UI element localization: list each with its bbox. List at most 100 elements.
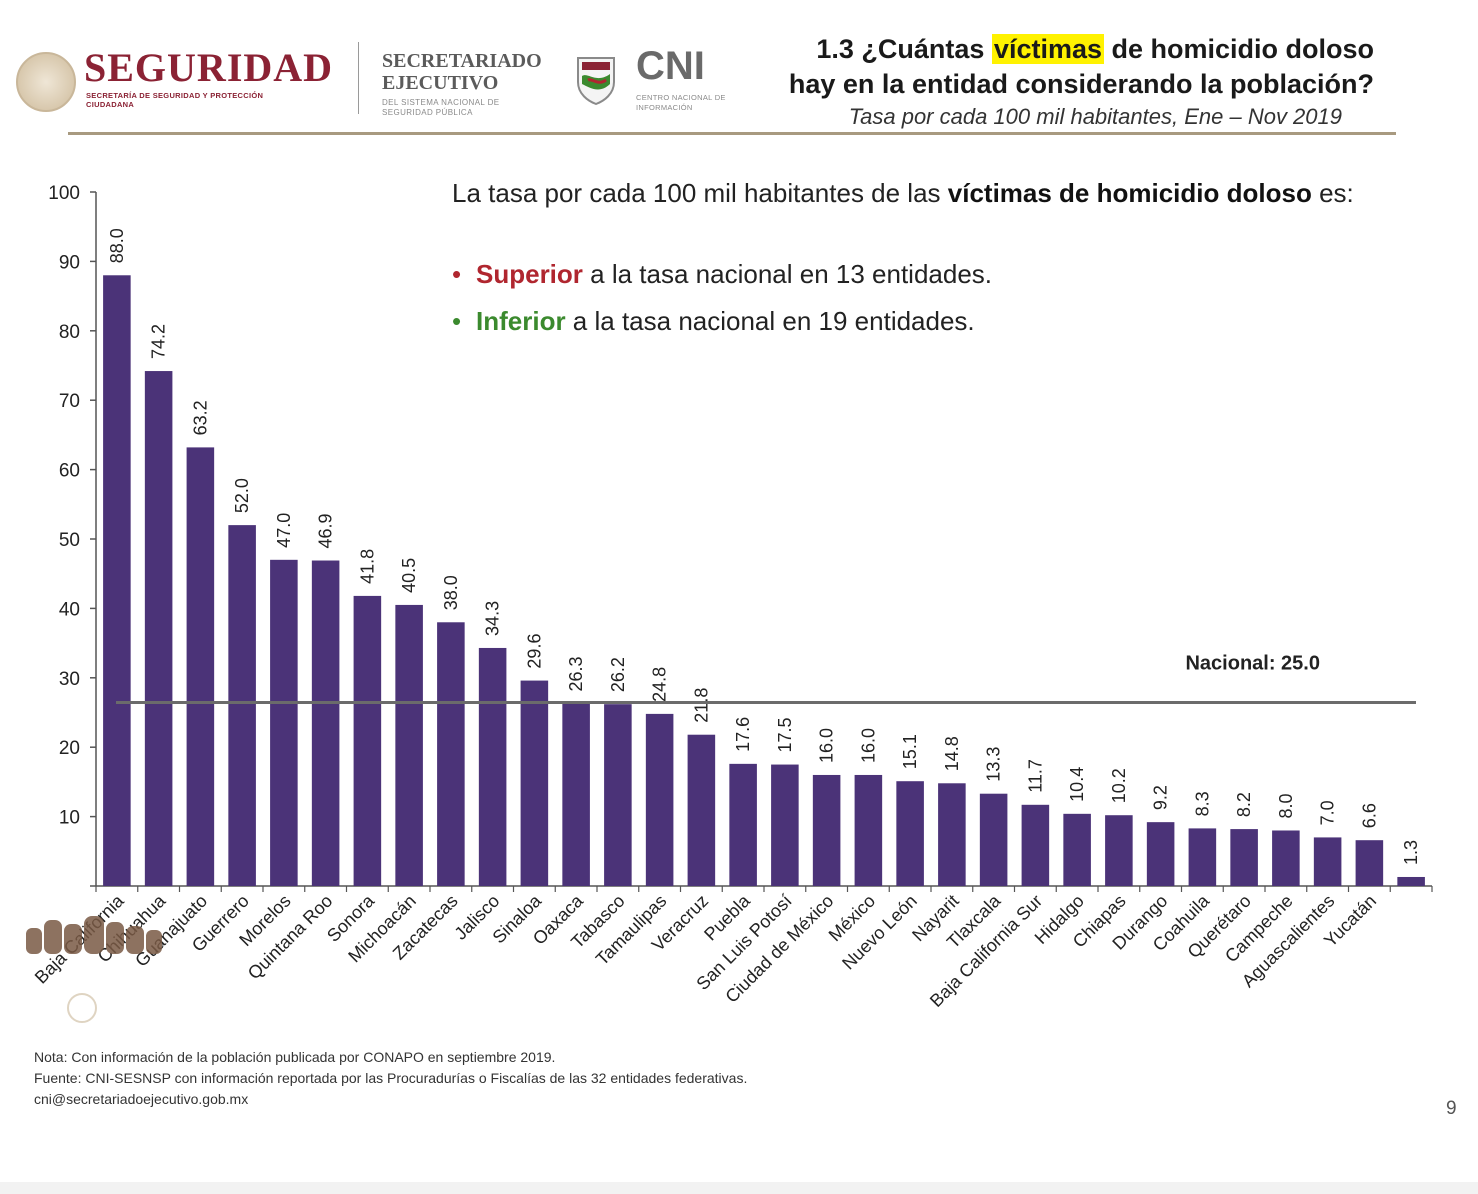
bar-value-label: 38.0: [441, 575, 461, 610]
bar-1: [103, 275, 131, 886]
bar-25: [1105, 815, 1133, 886]
footer-fuente: Fuente: CNI-SESNSP con información repor…: [34, 1070, 748, 1086]
bar-23: [1021, 804, 1050, 886]
bar-11: [520, 680, 549, 886]
logo-divider: [358, 42, 359, 114]
bar-value-label: 26.2: [608, 657, 628, 692]
bar-value-label: 10.2: [1109, 768, 1129, 803]
bar-value-label: 13.3: [984, 747, 1004, 782]
callout-intro-text: La tasa por cada 100 mil habitantes de l…: [452, 178, 948, 208]
logo-secretariado: SECRETARIADO EJECUTIVO: [382, 50, 582, 94]
logo-secretariado-line2: EJECUTIVO: [382, 72, 499, 94]
bar-value-label: 40.5: [399, 558, 419, 593]
slide-header: SEGURIDAD SECRETARÍA DE SEGURIDAD Y PROT…: [0, 0, 1478, 140]
bar-17: [771, 764, 799, 886]
bar-value-label: 41.8: [357, 549, 377, 584]
bar-22: [979, 793, 1008, 886]
bar-6: [311, 560, 340, 886]
bullet-superior: • Superior a la tasa nacional en 13 entid…: [452, 259, 992, 290]
bar-3: [186, 447, 215, 886]
bar-29: [1272, 830, 1300, 886]
y-tick-label: 30: [59, 669, 80, 690]
bar-9: [437, 622, 465, 886]
bar-27: [1188, 828, 1217, 886]
bar-24: [1063, 813, 1091, 886]
bar-16: [729, 763, 757, 886]
y-tick-label: 70: [59, 391, 80, 412]
title-highlight: víctimas: [991, 34, 1104, 64]
bar-value-label: 15.1: [900, 734, 920, 769]
title-suffix: de homicidio doloso: [1104, 34, 1375, 64]
callout-intro-end: es:: [1311, 178, 1354, 208]
bullet-inferior-word: Inferior: [476, 306, 566, 336]
bullet-inferior-text: a la tasa nacional en 19 entidades.: [565, 306, 975, 336]
bar-value-label: 11.7: [1025, 759, 1045, 793]
bar-value-label: 1.3: [1401, 840, 1421, 865]
y-tick-label: 90: [59, 252, 80, 273]
bullet-dot-icon: •: [452, 259, 462, 289]
bar-26: [1146, 822, 1175, 886]
bullet-dot-icon: •: [452, 306, 462, 336]
bar-2: [144, 371, 173, 886]
y-tick-label: 10: [59, 808, 80, 829]
footer-notes: Nota: Con información de la población pu…: [34, 1047, 1034, 1110]
shield-icon: [577, 57, 615, 106]
bar-7: [353, 595, 382, 886]
bullet-inferior: • Inferior a la tasa nacional en 19 entid…: [452, 306, 975, 337]
bar-value-label: 17.6: [733, 717, 753, 752]
bar-13: [604, 704, 632, 886]
bar-value-label: 34.3: [483, 601, 503, 636]
slide-title-line1: 1.3 ¿Cuántas víctimas de homicidio dolos…: [816, 34, 1374, 65]
logo-seguridad-subtitle: SECRETARÍA DE SEGURIDAD Y PROTECCIÓN CIU…: [86, 91, 264, 109]
bar-value-label: 9.2: [1151, 785, 1171, 810]
bar-value-label: 8.2: [1234, 792, 1254, 817]
bar-31: [1355, 840, 1384, 886]
title-prefix: 1.3 ¿Cuántas: [816, 34, 992, 64]
footer-email: cni@secretariadoejecutivo.gob.mx: [34, 1091, 249, 1107]
y-tick-label: 20: [59, 738, 80, 759]
bottom-band: [0, 1182, 1478, 1194]
nacional-label: Nacional: 25.0: [1185, 653, 1320, 675]
logo-secretariado-subtitle: DEL SISTEMA NACIONAL DE SEGURIDAD PÚBLIC…: [382, 98, 500, 117]
logo-seguridad: SEGURIDAD: [84, 45, 334, 90]
bar-10: [478, 647, 507, 886]
bar-value-label: 14.8: [942, 736, 962, 771]
y-tick-label: 50: [59, 530, 80, 551]
callout-intro: La tasa por cada 100 mil habitantes de l…: [452, 176, 1387, 210]
bar-value-label: 52.0: [232, 478, 252, 513]
bar-12: [562, 703, 590, 886]
bar-value-label: 16.0: [858, 728, 878, 763]
bar-value-label: 26.3: [566, 656, 586, 691]
bar-value-label: 29.6: [524, 634, 544, 669]
bar-value-label: 74.2: [149, 324, 169, 359]
bar-value-label: 8.0: [1276, 793, 1296, 818]
y-tick-label: 100: [48, 183, 80, 204]
bar-value-label: 6.6: [1359, 803, 1379, 828]
bar-32: [1397, 876, 1425, 886]
slide-title-line2: hay en la entidad considerando la poblac…: [788, 69, 1374, 99]
bullet-superior-word: Superior: [476, 259, 583, 289]
footer-nota: Nota: Con información de la población pu…: [34, 1049, 556, 1065]
page-number: 9: [1446, 1098, 1457, 1119]
bar-value-label: 24.8: [650, 667, 670, 702]
bar-value-label: 21.8: [691, 688, 711, 723]
bar-value-label: 16.0: [817, 728, 837, 763]
logo-cni: CNI: [636, 44, 705, 88]
y-tick-label: 40: [59, 599, 80, 620]
heroes-watermark-icon: [26, 916, 162, 1023]
bar-19: [854, 774, 883, 886]
callout-intro-bold: víctimas de homicidio doloso: [947, 178, 1312, 208]
bar-value-label: 47.0: [274, 513, 294, 548]
bar-15: [687, 734, 716, 886]
y-tick-label: 80: [59, 322, 80, 343]
bar-14: [645, 713, 674, 886]
slide-subtitle: Tasa por cada 100 mil habitantes, Ene – …: [848, 104, 1342, 129]
bar-value-label: 10.4: [1067, 767, 1087, 802]
bar-20: [896, 781, 924, 886]
bar-5: [270, 559, 298, 886]
bar-8: [395, 604, 423, 886]
bar-value-label: 46.9: [316, 513, 336, 548]
bar-4: [228, 525, 256, 886]
